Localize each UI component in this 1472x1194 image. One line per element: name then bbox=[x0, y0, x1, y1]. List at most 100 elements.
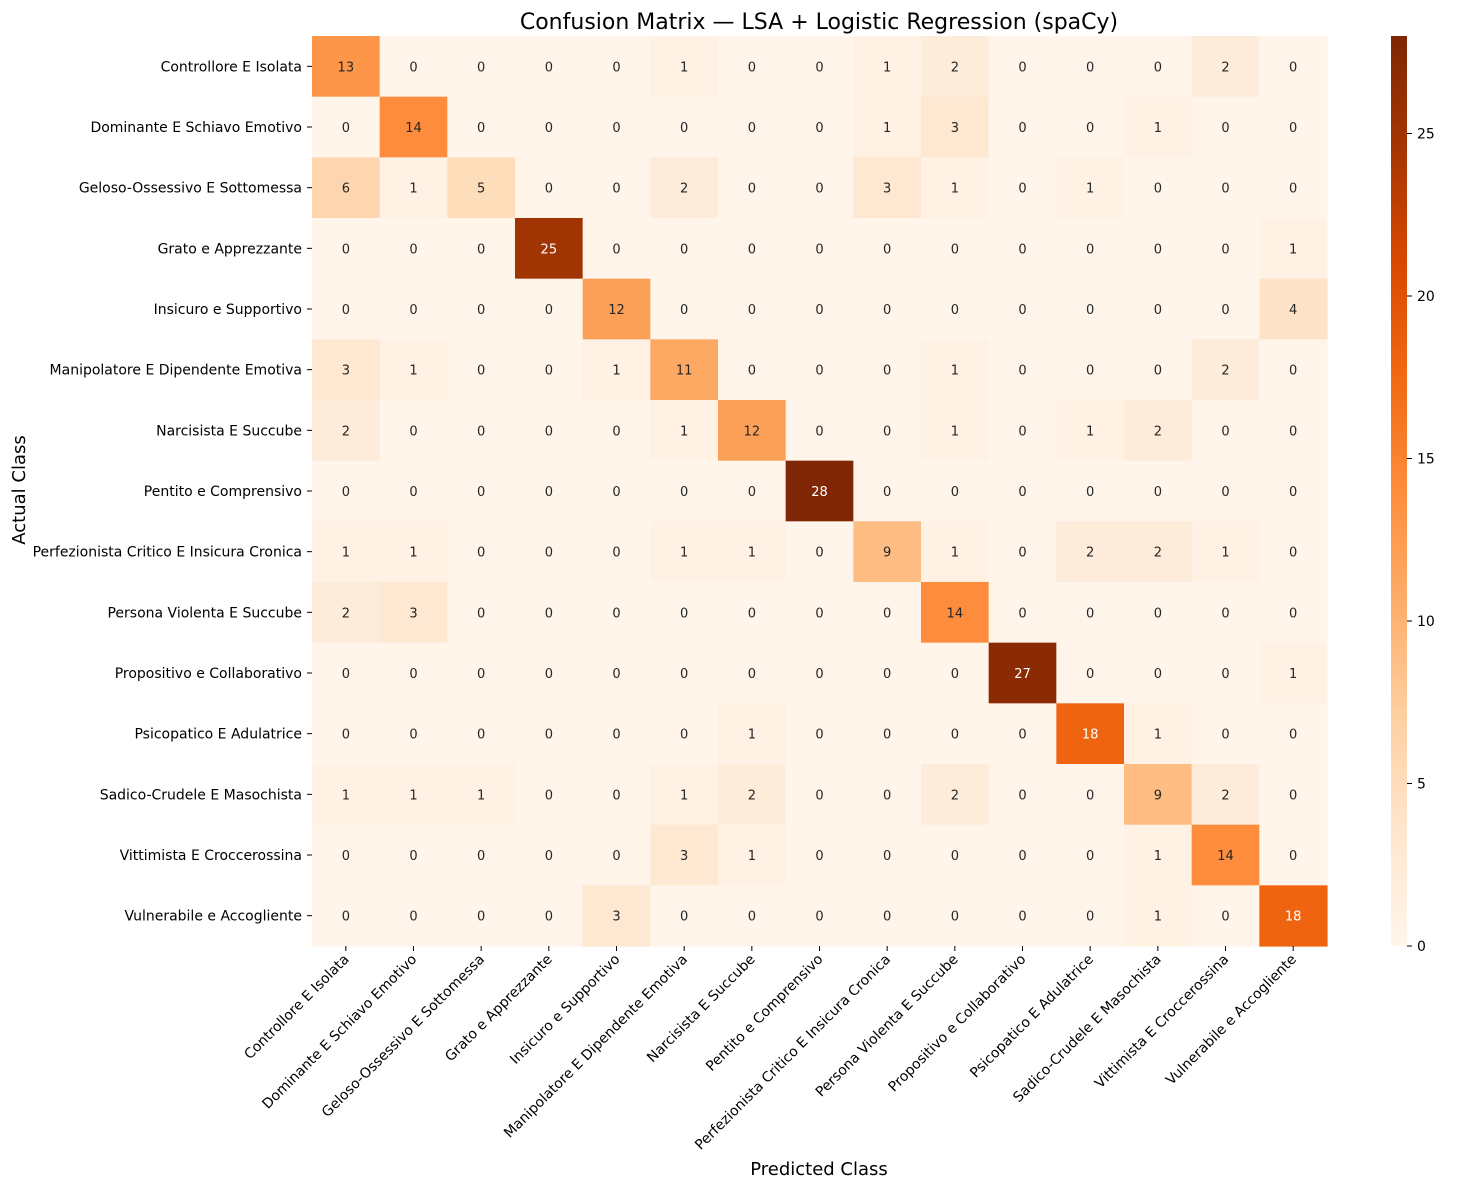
heatmap-cell bbox=[921, 400, 990, 462]
heatmap-cell bbox=[515, 460, 584, 522]
cell-value-label: 0 bbox=[477, 667, 485, 682]
heatmap-cell bbox=[515, 339, 584, 401]
heatmap-cell bbox=[1056, 218, 1125, 280]
heatmap-cell bbox=[853, 824, 922, 886]
cell-value-label: 0 bbox=[477, 849, 485, 864]
cell-value-label: 0 bbox=[1086, 303, 1094, 318]
heatmap-cell bbox=[785, 703, 854, 765]
heatmap-cell bbox=[718, 582, 787, 644]
cell-value-label: 0 bbox=[1018, 788, 1026, 803]
cell-value-label: 0 bbox=[815, 667, 823, 682]
cell-value-label: 1 bbox=[883, 121, 891, 136]
heatmap-cell bbox=[785, 218, 854, 280]
y-axis-label: Actual Class bbox=[9, 435, 30, 544]
cell-value-label: 1 bbox=[748, 728, 756, 743]
heatmap-cell bbox=[515, 824, 584, 886]
heatmap-cell bbox=[1191, 642, 1260, 704]
cell-value-label: 0 bbox=[1289, 788, 1297, 803]
cell-value-label: 28 bbox=[811, 485, 828, 500]
heatmap-cell bbox=[582, 157, 651, 219]
heatmap-cell bbox=[1124, 96, 1193, 158]
cell-value-label: 3 bbox=[409, 606, 417, 621]
cell-value-label: 4 bbox=[1289, 303, 1297, 318]
cell-value-label: 25 bbox=[541, 242, 558, 257]
heatmap-cell bbox=[379, 885, 448, 947]
cell-value-label: 0 bbox=[545, 849, 553, 864]
heatmap-cell bbox=[1191, 703, 1260, 765]
heatmap-cell bbox=[718, 96, 787, 158]
cell-value-label: 1 bbox=[1086, 182, 1094, 197]
cell-value-label: 0 bbox=[815, 849, 823, 864]
cell-value-label: 0 bbox=[1221, 182, 1229, 197]
cell-value-label: 0 bbox=[748, 606, 756, 621]
heatmap-cell bbox=[650, 642, 719, 704]
heatmap-cell bbox=[785, 460, 854, 522]
cell-value-label: 1 bbox=[409, 788, 417, 803]
heatmap-cell bbox=[853, 703, 922, 765]
y-tick-label: Psicopatico E Adulatrice bbox=[134, 727, 302, 743]
cell-value-label: 3 bbox=[342, 364, 350, 379]
cell-value-label: 0 bbox=[1018, 242, 1026, 257]
heatmap-cell bbox=[921, 521, 990, 583]
cell-value-label: 0 bbox=[1289, 364, 1297, 379]
heatmap-cell bbox=[582, 96, 651, 158]
cell-value-label: 0 bbox=[680, 121, 688, 136]
heatmap-cell bbox=[1124, 885, 1193, 947]
cell-value-label: 0 bbox=[748, 303, 756, 318]
cell-value-label: 2 bbox=[1086, 546, 1094, 561]
heatmap-cell bbox=[312, 824, 381, 886]
cell-value-label: 0 bbox=[1289, 60, 1297, 75]
heatmap-cell bbox=[1259, 460, 1328, 522]
heatmap-cell bbox=[582, 885, 651, 947]
cell-value-label: 2 bbox=[1221, 364, 1229, 379]
heatmap-cell bbox=[447, 278, 516, 340]
heatmap-cell bbox=[785, 157, 854, 219]
heatmap-cell bbox=[921, 339, 990, 401]
heatmap-cell bbox=[718, 703, 787, 765]
heatmap-cell bbox=[447, 157, 516, 219]
cell-value-label: 0 bbox=[477, 121, 485, 136]
cell-value-label: 0 bbox=[409, 303, 417, 318]
heatmap-cell bbox=[650, 36, 719, 98]
heatmap-cell bbox=[718, 157, 787, 219]
cell-value-label: 0 bbox=[477, 303, 485, 318]
cell-value-label: 1 bbox=[409, 182, 417, 197]
heatmap-cell bbox=[988, 400, 1057, 462]
cell-value-label: 0 bbox=[951, 667, 959, 682]
heatmap-cell bbox=[447, 460, 516, 522]
heatmap-cell bbox=[312, 36, 381, 98]
cell-value-label: 0 bbox=[1018, 424, 1026, 439]
cell-value-label: 14 bbox=[947, 606, 964, 621]
heatmap-cell bbox=[718, 824, 787, 886]
heatmap-cell bbox=[650, 218, 719, 280]
heatmap-cell bbox=[1259, 400, 1328, 462]
heatmap-cell bbox=[582, 218, 651, 280]
cell-value-label: 0 bbox=[748, 182, 756, 197]
cell-value-label: 1 bbox=[1154, 728, 1162, 743]
heatmap-cell bbox=[1259, 96, 1328, 158]
cell-value-label: 3 bbox=[883, 182, 891, 197]
heatmap-cell bbox=[1259, 824, 1328, 886]
heatmap-cell bbox=[1191, 582, 1260, 644]
cell-value-label: 2 bbox=[1221, 60, 1229, 75]
cell-value-label: 0 bbox=[1221, 728, 1229, 743]
cell-value-label: 0 bbox=[748, 364, 756, 379]
heatmap-cell bbox=[988, 339, 1057, 401]
heatmap-cell bbox=[718, 218, 787, 280]
cell-value-label: 1 bbox=[951, 424, 959, 439]
heatmap-cell bbox=[1124, 521, 1193, 583]
heatmap-cell bbox=[1124, 824, 1193, 886]
heatmap-cell bbox=[379, 36, 448, 98]
cell-value-label: 0 bbox=[612, 182, 620, 197]
heatmap-cell bbox=[1056, 885, 1125, 947]
heatmap-cell bbox=[921, 642, 990, 704]
heatmap-cell bbox=[1124, 582, 1193, 644]
cell-value-label: 0 bbox=[883, 424, 891, 439]
cell-value-label: 0 bbox=[1018, 485, 1026, 500]
cell-value-label: 0 bbox=[815, 182, 823, 197]
heatmap-cell bbox=[718, 339, 787, 401]
cell-value-label: 1 bbox=[1154, 121, 1162, 136]
